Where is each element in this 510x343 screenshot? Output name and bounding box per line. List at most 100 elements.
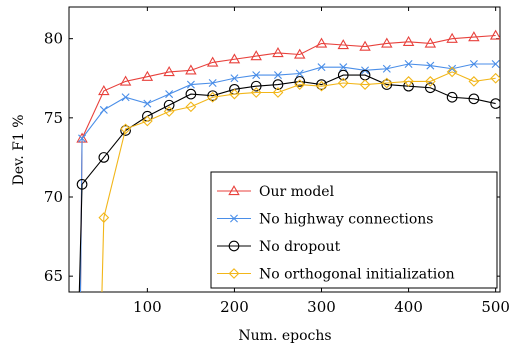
- data-point: [273, 71, 282, 80]
- data-point: [317, 63, 326, 72]
- x-tick-label: 100: [133, 298, 162, 316]
- data-point: [381, 37, 393, 48]
- data-point: [404, 60, 413, 68]
- data-point: [230, 74, 239, 83]
- data-point: [424, 82, 436, 94]
- data-point: [121, 93, 130, 102]
- data-point: [98, 85, 110, 96]
- data-point: [78, 134, 87, 143]
- data-point: [206, 56, 219, 67]
- data-point: [185, 64, 197, 75]
- y-tick-label: 75: [44, 109, 63, 127]
- data-point: [448, 64, 457, 73]
- data-point: [424, 37, 437, 48]
- data-point: [272, 79, 284, 90]
- series-no-orthogonal-initialization: [98, 66, 500, 292]
- data-point: [229, 88, 240, 100]
- data-point: [99, 105, 108, 114]
- x-tick-label: 300: [307, 298, 336, 316]
- data-point: [446, 91, 458, 103]
- data-point: [468, 93, 480, 105]
- data-point: [76, 178, 88, 190]
- x-tick-label: 500: [481, 298, 510, 316]
- data-point: [165, 90, 174, 99]
- legend-item-our-model: Our model: [217, 184, 335, 200]
- data-point: [359, 79, 371, 90]
- data-point: [207, 91, 219, 103]
- data-point: [163, 106, 175, 117]
- data-point: [293, 48, 306, 59]
- series-layer: [76, 29, 500, 292]
- data-point: [403, 76, 414, 87]
- data-point: [339, 63, 348, 72]
- data-point: [316, 80, 327, 92]
- x-tick-label: 400: [394, 298, 423, 316]
- y-axis: 65 70 75 80: [44, 30, 500, 285]
- data-point: [382, 64, 391, 73]
- data-point: [163, 99, 175, 111]
- y-tick-label: 70: [44, 188, 63, 206]
- legend-box: [210, 171, 498, 289]
- data-point: [468, 31, 480, 42]
- data-point: [337, 77, 349, 89]
- legend-label: Our model: [259, 184, 335, 200]
- data-point: [208, 79, 217, 87]
- data-point: [294, 79, 306, 90]
- data-point: [141, 115, 153, 127]
- data-point: [119, 75, 132, 86]
- data-point: [381, 79, 393, 90]
- legend-marker: [230, 214, 238, 223]
- data-point: [163, 66, 175, 77]
- data-point: [294, 76, 306, 87]
- data-point: [207, 90, 219, 102]
- legend-marker: [228, 240, 240, 252]
- data-point: [359, 40, 371, 51]
- data-point: [381, 77, 393, 89]
- data-point: [141, 70, 154, 81]
- data-point: [250, 50, 262, 61]
- data-point: [490, 72, 500, 84]
- data-point: [120, 123, 131, 135]
- x-axis: 100 200 300 400 500: [133, 7, 510, 316]
- data-point: [468, 76, 480, 87]
- data-point: [250, 80, 262, 92]
- series-no-highway-connections: [78, 60, 500, 292]
- data-point: [316, 79, 327, 90]
- legend: Our model No highway connections No dropou…: [210, 171, 498, 289]
- legend-label: No highway connections: [259, 212, 433, 228]
- data-point: [186, 80, 195, 89]
- legend-marker: [228, 268, 240, 279]
- data-point: [489, 29, 500, 40]
- legend-marker: [228, 185, 240, 196]
- data-point: [315, 37, 328, 48]
- legend-item-no-dropout: No dropout: [217, 239, 341, 255]
- y-tick-label: 80: [44, 30, 63, 48]
- data-point: [295, 69, 304, 78]
- legend-label: No orthogonal initialization: [259, 267, 455, 283]
- data-point: [337, 69, 349, 81]
- plot-frame: [68, 6, 501, 293]
- data-point: [272, 47, 284, 58]
- data-point: [402, 35, 415, 46]
- legend-item-no-orthogonal-initialization: No orthogonal initialization: [217, 267, 455, 283]
- data-point: [337, 39, 350, 50]
- data-point: [98, 152, 110, 163]
- data-point: [446, 32, 458, 43]
- data-point: [120, 125, 131, 136]
- data-point: [272, 87, 284, 98]
- series-our-model: [76, 29, 500, 292]
- data-point: [250, 87, 262, 98]
- data-point: [228, 53, 241, 64]
- data-point: [252, 71, 261, 80]
- data-point: [426, 61, 435, 70]
- legend-item-no-highway-connections: No highway connections: [217, 212, 433, 228]
- y-axis-title: Dev. F1 %: [11, 114, 27, 185]
- legend-label: No dropout: [259, 239, 341, 255]
- data-point: [490, 98, 500, 109]
- data-point: [143, 99, 152, 108]
- series-line-our-model: [79, 34, 496, 292]
- data-point: [469, 60, 478, 68]
- data-point: [185, 101, 197, 113]
- data-point: [446, 66, 458, 78]
